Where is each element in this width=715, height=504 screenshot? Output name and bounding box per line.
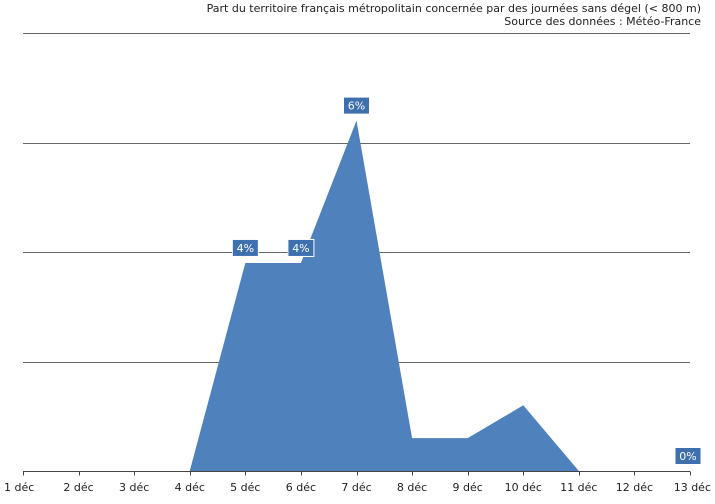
- x-tick-label-8: 9 déc: [453, 481, 483, 494]
- chart-title: Part du territoire français métropolitai…: [206, 2, 701, 15]
- x-tick-label-10: 11 déc: [560, 481, 597, 494]
- x-tick-label-9: 10 déc: [505, 481, 542, 494]
- data-label-6: 6%: [348, 100, 365, 113]
- x-tick-label-11: 12 déc: [616, 481, 653, 494]
- x-tick-label-1: 2 déc: [63, 481, 93, 494]
- chart-header: Part du territoire français métropolitai…: [207, 2, 701, 28]
- x-tick-label-0: 1 déc: [4, 481, 34, 494]
- area-series: [23, 120, 690, 471]
- x-tick-label-7: 8 déc: [397, 481, 427, 494]
- x-tick-label-6: 7 déc: [341, 481, 371, 494]
- data-label-box-4: [231, 238, 259, 257]
- x-tick-label-3: 4 déc: [175, 481, 205, 494]
- data-label-12: 0%: [679, 450, 696, 463]
- chart-source: Source des données : Météo-France: [504, 15, 701, 28]
- x-tick-label-5: 6 déc: [286, 481, 316, 494]
- x-tick-label-4: 5 déc: [230, 481, 260, 494]
- x-tick-label-12: 13 déc: [674, 481, 711, 494]
- data-label-5: 4%: [292, 242, 309, 255]
- data-label-box-5: [287, 238, 315, 257]
- x-tick-label-2: 3 déc: [119, 481, 149, 494]
- data-label-4: 4%: [237, 242, 254, 255]
- data-label-box-6: [343, 96, 370, 115]
- data-label-box-12: [674, 447, 702, 465]
